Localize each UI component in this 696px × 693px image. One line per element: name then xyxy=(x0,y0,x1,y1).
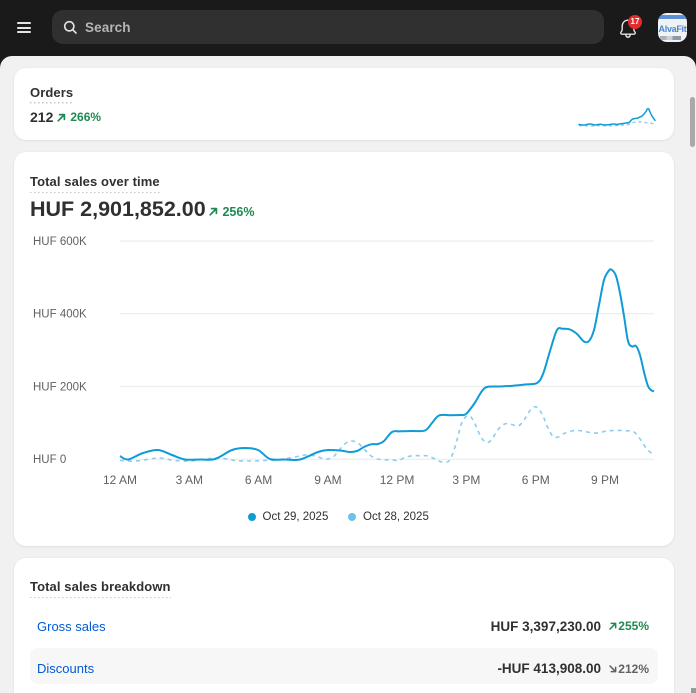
svg-text:6 PM: 6 PM xyxy=(522,473,550,487)
svg-text:HUF 200K: HUF 200K xyxy=(33,381,87,393)
svg-text:6 AM: 6 AM xyxy=(245,473,272,487)
svg-text:HUF 600K: HUF 600K xyxy=(33,236,87,248)
svg-text:3 AM: 3 AM xyxy=(176,473,203,487)
svg-text:3 PM: 3 PM xyxy=(452,473,480,487)
svg-text:HUF 400K: HUF 400K xyxy=(33,309,87,321)
svg-text:12 PM: 12 PM xyxy=(380,473,415,487)
svg-text:9 PM: 9 PM xyxy=(591,473,619,487)
svg-text:12 AM: 12 AM xyxy=(103,473,137,487)
svg-text:9 AM: 9 AM xyxy=(314,473,341,487)
svg-text:HUF 0: HUF 0 xyxy=(33,454,66,466)
